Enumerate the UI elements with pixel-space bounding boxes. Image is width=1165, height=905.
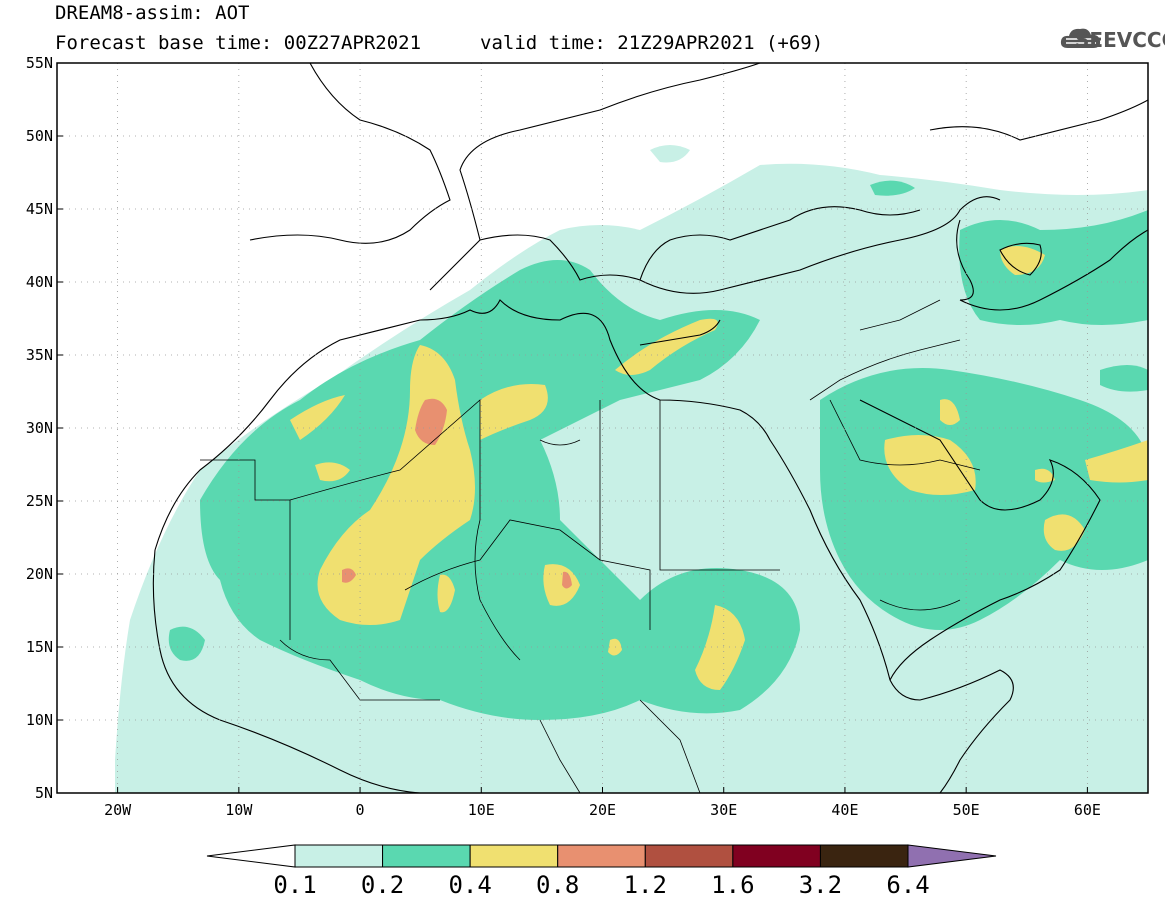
colorbar-labels: 0.1 0.2 0.4 0.8 1.2 1.6 3.2 6.4 [273,871,929,899]
country-borders [200,299,981,793]
colorbar-under-triangle [206,844,296,868]
lon-tick-label: 0 [356,801,365,819]
aot-fields [115,63,1148,793]
colorbar-box [294,844,384,868]
colorbar-label: 1.6 [711,871,754,899]
lat-tick-label: 55N [26,54,53,72]
colorbar-box [819,844,909,868]
colorbar-label: 1.2 [624,871,667,899]
lon-tick-label: 10W [225,801,253,819]
lon-tick-label: 20W [104,801,132,819]
lat-tick-label: 10N [26,711,53,729]
lat-tick-label: 50N [26,127,53,145]
colorbar-label: 3.2 [799,871,842,899]
map-title: DREAM8-assim: AOT [55,2,250,24]
colorbar-box [644,844,734,868]
lon-tick-label: 10E [468,801,495,819]
lon-tick-label: 60E [1074,801,1101,819]
longitude-axis: 20W 10W 0 10E 20E 30E 40E 50E 60E [104,787,1101,819]
lon-tick-label: 30E [710,801,737,819]
lat-tick-label: 15N [26,638,53,656]
lat-tick-label: 5N [35,784,53,802]
colorbar-label: 0.1 [273,871,316,899]
colorbar-label: 0.8 [536,871,579,899]
colorbar-box [469,844,559,868]
lat-tick-label: 20N [26,565,53,583]
lat-tick-label: 45N [26,200,53,218]
lon-tick-label: 50E [953,801,980,819]
lat-tick-label: 30N [26,419,53,437]
coastlines [152,63,1148,793]
colorbar-over-triangle [907,844,997,868]
colorbar-box [382,844,471,868]
valid-time: valid time: 21Z29APR2021 (+69) [480,32,824,54]
colorbar-label: 0.2 [361,871,404,899]
colorbar-boxes [206,844,997,868]
logo-text: SEEVCCC [1075,28,1165,52]
lat-tick-label: 35N [26,346,53,364]
lat-tick-label: 40N [26,273,53,291]
colorbar-label: 6.4 [886,871,929,899]
aot-level-0.8 [342,398,572,589]
forecast-base-time: Forecast base time: 00Z27APR2021 [55,32,422,54]
latitude-axis: 55N 50N 45N 40N 35N 30N 25N 20N 15N 10N 5N [26,54,63,802]
colorbar-box [732,844,821,868]
cloud-logo-icon [1060,28,1101,48]
lat-tick-label: 25N [26,492,53,510]
colorbar-label: 0.4 [448,871,491,899]
lon-tick-label: 40E [831,801,858,819]
colorbar-box [557,844,646,868]
lon-tick-label: 20E [589,801,616,819]
